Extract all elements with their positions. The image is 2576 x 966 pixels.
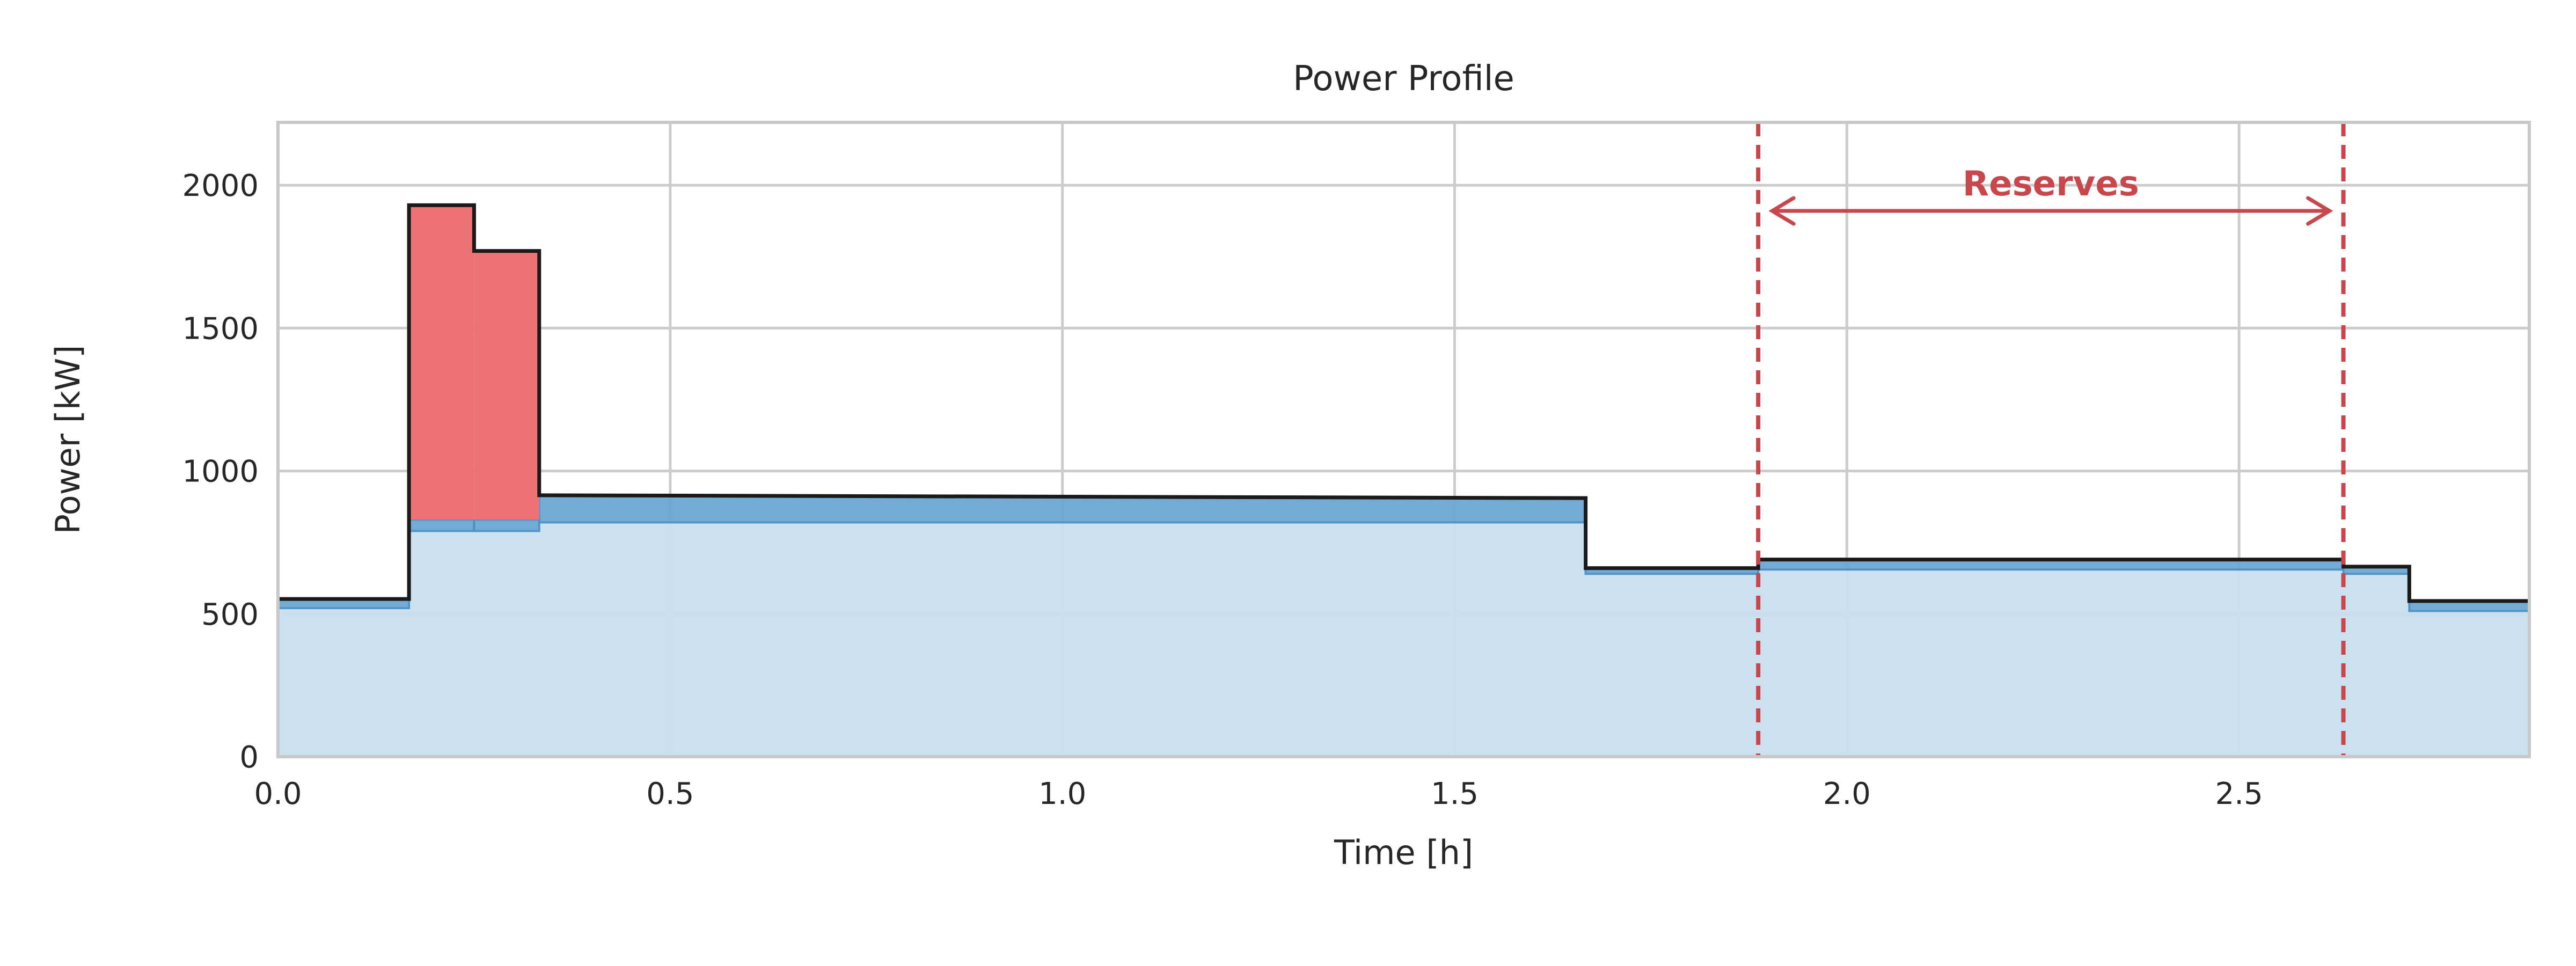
y-axis-label: Power [kW] (48, 345, 87, 535)
x-axis-label: Time [h] (1334, 833, 1473, 872)
y-tick-label: 1000 (182, 455, 259, 489)
y-tick-label: 0 (239, 740, 259, 775)
x-tick-label: 2.0 (1823, 777, 1871, 811)
x-tick-label: 0.0 (254, 777, 302, 811)
plot-frame (276, 121, 2531, 758)
peak-power-bar (474, 251, 539, 520)
x-axis-ticks: 0.0 0.5 1.0 1.5 2.0 2.5 (254, 777, 2263, 811)
x-tick-label: 0.5 (646, 777, 694, 811)
base-load-area (278, 522, 2529, 757)
y-tick-label: 500 (201, 597, 259, 632)
x-tick-label: 1.5 (1431, 777, 1479, 811)
data-layer (277, 203, 2530, 757)
mid-load-band (408, 518, 475, 532)
x-tick-label: 1.0 (1038, 777, 1086, 811)
x-tick-label: 2.5 (2215, 777, 2263, 811)
reserve-arrow-head-right (2306, 196, 2333, 226)
chart-title: Power Profile (1293, 59, 1514, 99)
reserve-label: Reserves (1963, 164, 2139, 204)
y-tick-label: 1500 (182, 311, 259, 346)
reserve-arrow-head-left (1768, 196, 1796, 226)
y-tick-label: 2000 (182, 169, 259, 203)
y-axis-ticks: 0 500 1000 1500 2000 (182, 169, 259, 775)
reserves-annotation: Reserves (1756, 122, 2346, 757)
peak-power-bar (409, 205, 474, 520)
total-power-line (278, 203, 2529, 603)
mid-load-band (473, 518, 540, 532)
